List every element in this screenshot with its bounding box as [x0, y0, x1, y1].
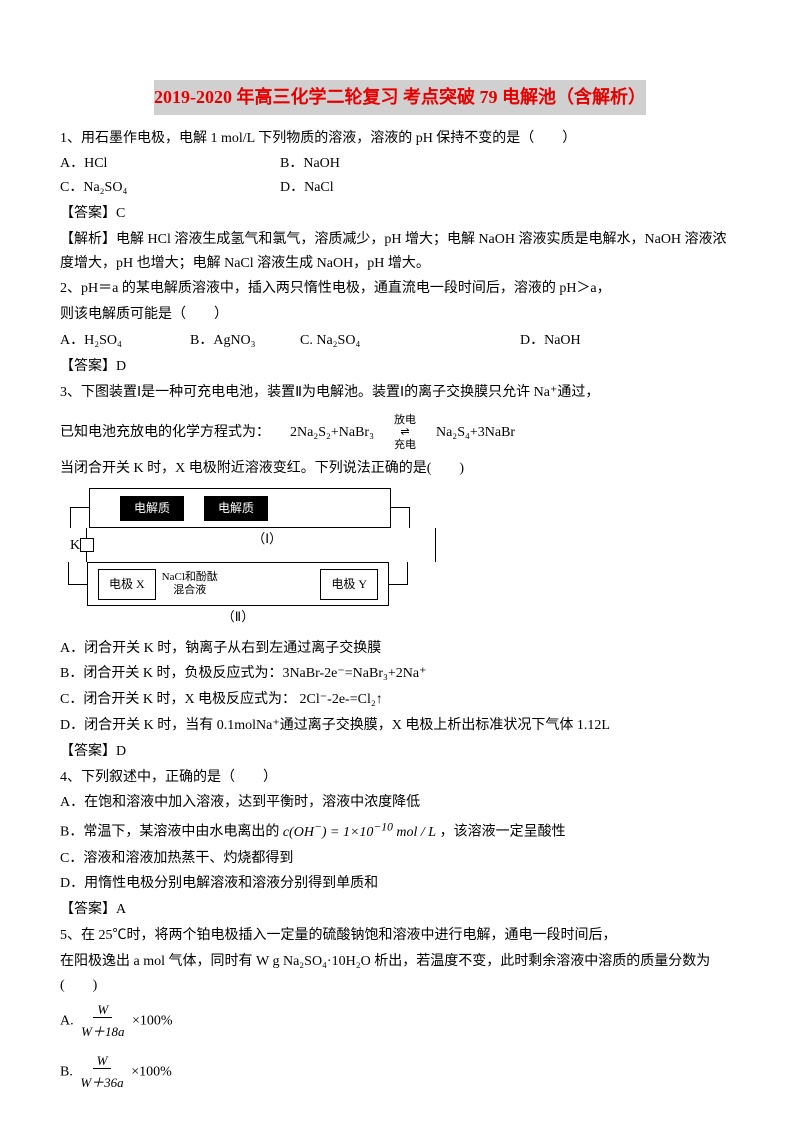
q1-stem: 1、用石墨作电极，电解 1 mol/L 下列物质的溶液，溶液的 pH 保持不变的…	[60, 127, 740, 151]
solution-line1: NaCl和酚酞	[162, 571, 218, 583]
q4b-post: ，该溶液一定呈酸性	[440, 825, 566, 840]
q5-opt-a-row: A. W W＋18a ×100%	[60, 999, 740, 1043]
q2-opt-c: C. Na₂SO₄	[300, 329, 520, 353]
title-wrap: 2019-2020 年高三化学二轮复习 考点突破 79 电解池（含解析）	[60, 80, 740, 125]
q3-answer: 【答案】D	[60, 740, 740, 764]
q2-answer: 【答案】D	[60, 355, 740, 379]
q5-a-label: A.	[60, 1014, 74, 1029]
q4-answer: 【答案】A	[60, 898, 740, 922]
q4-opt-a: A．在饱和溶液中加入溶液，达到平衡时，溶液中浓度降低	[60, 791, 740, 815]
q5-opt-b-row: B. W W＋36a ×100%	[60, 1050, 740, 1094]
q4-opt-c: C．溶液和溶液加热蒸干、灼烧都得到	[60, 847, 740, 871]
q2-stem2: 则该电解质可能是（ ）	[60, 303, 740, 327]
device1-label: （Ⅰ）	[117, 528, 417, 562]
q4-stem: 4、下列叙述中，正确的是（ ）	[60, 766, 740, 790]
q1-answer: 【答案】C	[60, 202, 740, 226]
q3-stem2: 当闭合开关 K 时，X 电极附近溶液变红。下列说法正确的是( )	[60, 457, 740, 481]
q1-opt-d: D．NaCl	[280, 176, 440, 200]
frac-b-den: W＋36a	[76, 1075, 127, 1090]
frac-b-num: W	[93, 1053, 112, 1069]
q5-stem2: 在阳极逸出 a mol 气体，同时有 W g Na₂SO₄·10H₂O 析出，若…	[60, 950, 740, 998]
eq-top: 放电	[394, 414, 416, 426]
q3-eq-arrows: 放电 ⇌ 充电	[394, 414, 416, 450]
q1-opt-b: B．NaOH	[280, 152, 440, 176]
solution-line2: 混合液	[173, 584, 206, 596]
q4-opt-d: D．用惰性电极分别电解溶液和溶液分别得到单质和	[60, 872, 740, 896]
fraction-b: W W＋36a	[76, 1050, 127, 1094]
q3-eq-left: 2Na₂S₂+NaBr₃	[290, 421, 374, 445]
q4-opt-b: B．常温下，某溶液中由水电离出的 c(OH−) = 1×10−10 mol / …	[60, 817, 740, 844]
switch-icon	[80, 538, 94, 552]
electrode-x: 电极 X	[98, 569, 156, 599]
q2-opt-d: D．NaOH	[520, 329, 581, 353]
q4b-pre: B．常温下，某溶液中由水电离出的	[60, 825, 279, 840]
q2-opt-a: A．H₂SO₄	[60, 329, 190, 353]
q5-b-label: B.	[60, 1064, 73, 1079]
q5-a-suffix: ×100%	[132, 1014, 173, 1029]
eq-bot: 充电	[394, 439, 416, 451]
switch-k-label: K	[70, 534, 80, 558]
q3-opt-a: A．闭合开关 K 时，钠离子从右到左通过离子交换膜	[60, 637, 740, 661]
q1-options-row1: A．HCl B．NaOH	[60, 152, 740, 176]
q2-options: A．H₂SO₄ B．AgNO₃ C. Na₂SO₄ D．NaOH	[60, 329, 740, 353]
q5-stem1: 5、在 25℃时，将两个铂电极插入一定量的硫酸钠饱和溶液中进行电解，通电一段时间…	[60, 924, 740, 948]
fraction-a: W W＋18a	[77, 999, 128, 1043]
q3-stem: 3、下图装置Ⅰ是一种可充电电池，装置Ⅱ为电解池。装置Ⅰ的离子交换膜只允许 Na⁺…	[60, 381, 740, 405]
q2-stem1: 2、pH＝a 的某电解质溶液中，插入两只惰性电极，通直流电一段时间后，溶液的 p…	[60, 277, 740, 301]
device-1: 电解质 电解质	[89, 488, 391, 528]
q5-b-suffix: ×100%	[131, 1064, 172, 1079]
electrode-y: 电极 Y	[320, 569, 378, 599]
q3-opt-c: C．闭合开关 K 时，X 电极反应式为： 2Cl⁻-2e-=Cl₂↑	[60, 688, 740, 712]
solution-label: NaCl和酚酞 混合液	[162, 571, 218, 597]
q2-opt-b: B．AgNO₃	[190, 329, 300, 353]
q4b-formula: c(OH−) = 1×10−10 mol / L	[283, 825, 436, 840]
q1-options-row2: C．Na₂SO₄ D．NaCl	[60, 176, 740, 200]
device-2: 电极 X NaCl和酚酞 混合液 电极 Y	[87, 562, 389, 606]
electrolyte-label-1: 电解质	[120, 496, 184, 520]
q1-explain: 【解析】电解 HCl 溶液生成氢气和氯气，溶质减少，pH 增大；电解 NaOH …	[60, 228, 740, 276]
circuit-diagram: 电解质 电解质 K （Ⅰ） 电极 X	[60, 488, 740, 628]
q3-opt-b: B．闭合开关 K 时，负极反应式为：3NaBr-2e⁻=NaBr₃+2Na⁺	[60, 662, 740, 686]
frac-a-den: W＋18a	[77, 1024, 128, 1039]
device2-label: （Ⅱ）	[88, 606, 388, 628]
q3-eq-pre: 已知电池充放电的化学方程式为：	[60, 421, 270, 445]
frac-a-num: W	[93, 1002, 112, 1018]
title-text: 2019-2020 年高三化学二轮复习 考点突破 79 电解池（含解析）	[154, 87, 646, 107]
q1-opt-c: C．Na₂SO₄	[60, 176, 280, 200]
electrolyte-label-2: 电解质	[204, 496, 268, 520]
q3-opt-d: D．闭合开关 K 时，当有 0.1molNa⁺通过离子交换膜，X 电极上析出标准…	[60, 714, 740, 738]
q3-eq-right: Na₂S₄+3NaBr	[436, 421, 515, 445]
q3-equation: 已知电池充放电的化学方程式为： 2Na₂S₂+NaBr₃ 放电 ⇌ 充电 Na₂…	[60, 414, 740, 450]
page-title: 2019-2020 年高三化学二轮复习 考点突破 79 电解池（含解析）	[154, 80, 646, 115]
q1-opt-a: A．HCl	[60, 152, 280, 176]
arrow-icon: ⇌	[400, 426, 409, 438]
